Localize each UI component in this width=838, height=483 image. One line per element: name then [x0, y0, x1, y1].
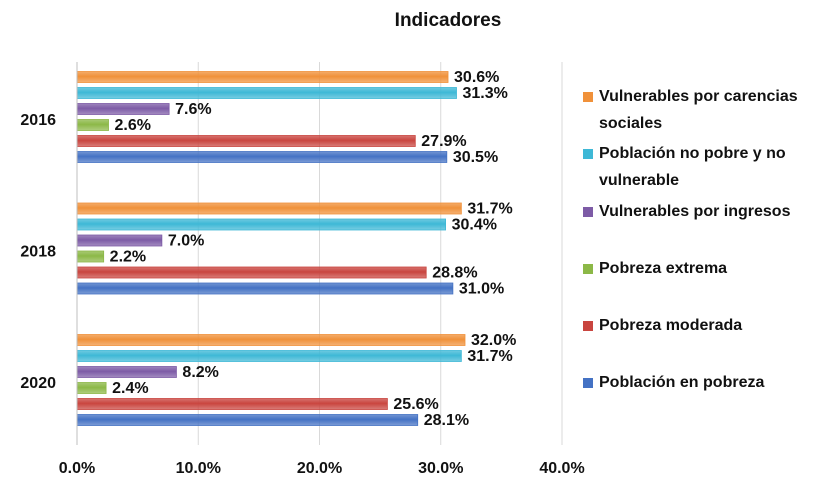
- data-label: 27.9%: [421, 133, 466, 150]
- bar: [76, 119, 109, 131]
- legend-item: Pobreza extrema: [583, 255, 838, 282]
- bar: [76, 151, 448, 163]
- bar: [76, 282, 454, 295]
- data-label: 7.0%: [168, 233, 204, 250]
- data-label: 30.6%: [454, 69, 499, 86]
- data-label: 31.3%: [463, 85, 508, 102]
- data-label: 2.2%: [110, 249, 146, 266]
- legend-marker: [583, 321, 593, 331]
- data-label: 31.7%: [467, 201, 512, 218]
- data-label: 30.4%: [452, 217, 497, 234]
- legend-label: Población en pobreza: [599, 374, 765, 391]
- bar: [76, 218, 447, 231]
- legend-label: Pobreza moderada: [599, 317, 743, 334]
- y-tick-label: 2020: [20, 375, 56, 392]
- bar: [76, 250, 105, 263]
- bar: [76, 414, 419, 426]
- legend-item: Vulnerables por ingresos: [583, 198, 838, 225]
- x-tick-label: 30.0%: [418, 460, 463, 477]
- bar: [76, 71, 449, 83]
- bar: [76, 202, 462, 215]
- legend-label: Población no pobre y no vulnerable: [599, 145, 786, 189]
- bar: [76, 382, 107, 394]
- data-label: 8.2%: [182, 364, 218, 381]
- x-tick-label: 20.0%: [297, 460, 342, 477]
- data-label: 31.7%: [467, 348, 512, 365]
- legend-item: Pobreza moderada: [583, 312, 838, 339]
- bar: [76, 135, 416, 147]
- legend-marker: [583, 378, 593, 388]
- legend-label: Vulnerables por ingresos: [599, 203, 791, 220]
- chart-title: Indicadores: [395, 10, 502, 31]
- data-label: 2.6%: [115, 117, 151, 134]
- data-label: 28.1%: [424, 412, 469, 429]
- data-label: 7.6%: [175, 101, 211, 118]
- bar: [76, 87, 457, 99]
- legend-label: Pobreza extrema: [599, 260, 728, 277]
- data-label: 30.5%: [453, 149, 498, 166]
- legend-item: Población en pobreza: [583, 369, 838, 396]
- data-label: 25.6%: [393, 396, 438, 413]
- data-label: 2.4%: [112, 380, 148, 397]
- bar: [76, 366, 177, 378]
- bar: [76, 266, 427, 279]
- y-tick-label: 2016: [20, 112, 56, 129]
- x-tick-label: 40.0%: [539, 460, 584, 477]
- data-label: 32.0%: [471, 332, 516, 349]
- legend-marker: [583, 207, 593, 217]
- bar: [76, 103, 170, 115]
- data-label: 28.8%: [432, 265, 477, 282]
- legend-marker: [583, 149, 593, 159]
- bar: [76, 234, 163, 247]
- bar: [76, 334, 466, 346]
- legend-marker: [583, 264, 593, 274]
- legend-marker: [583, 92, 593, 102]
- x-tick-label: 0.0%: [59, 460, 95, 477]
- legend-label: Vulnerables por carencias sociales: [599, 88, 798, 132]
- y-tick-label: 2018: [20, 244, 56, 261]
- legend-item: Vulnerables por carencias sociales: [583, 83, 838, 137]
- bar: [76, 398, 388, 410]
- legend-item: Población no pobre y no vulnerable: [583, 140, 838, 194]
- x-tick-label: 10.0%: [176, 460, 221, 477]
- bar: [76, 350, 462, 362]
- data-label: 31.0%: [459, 281, 504, 298]
